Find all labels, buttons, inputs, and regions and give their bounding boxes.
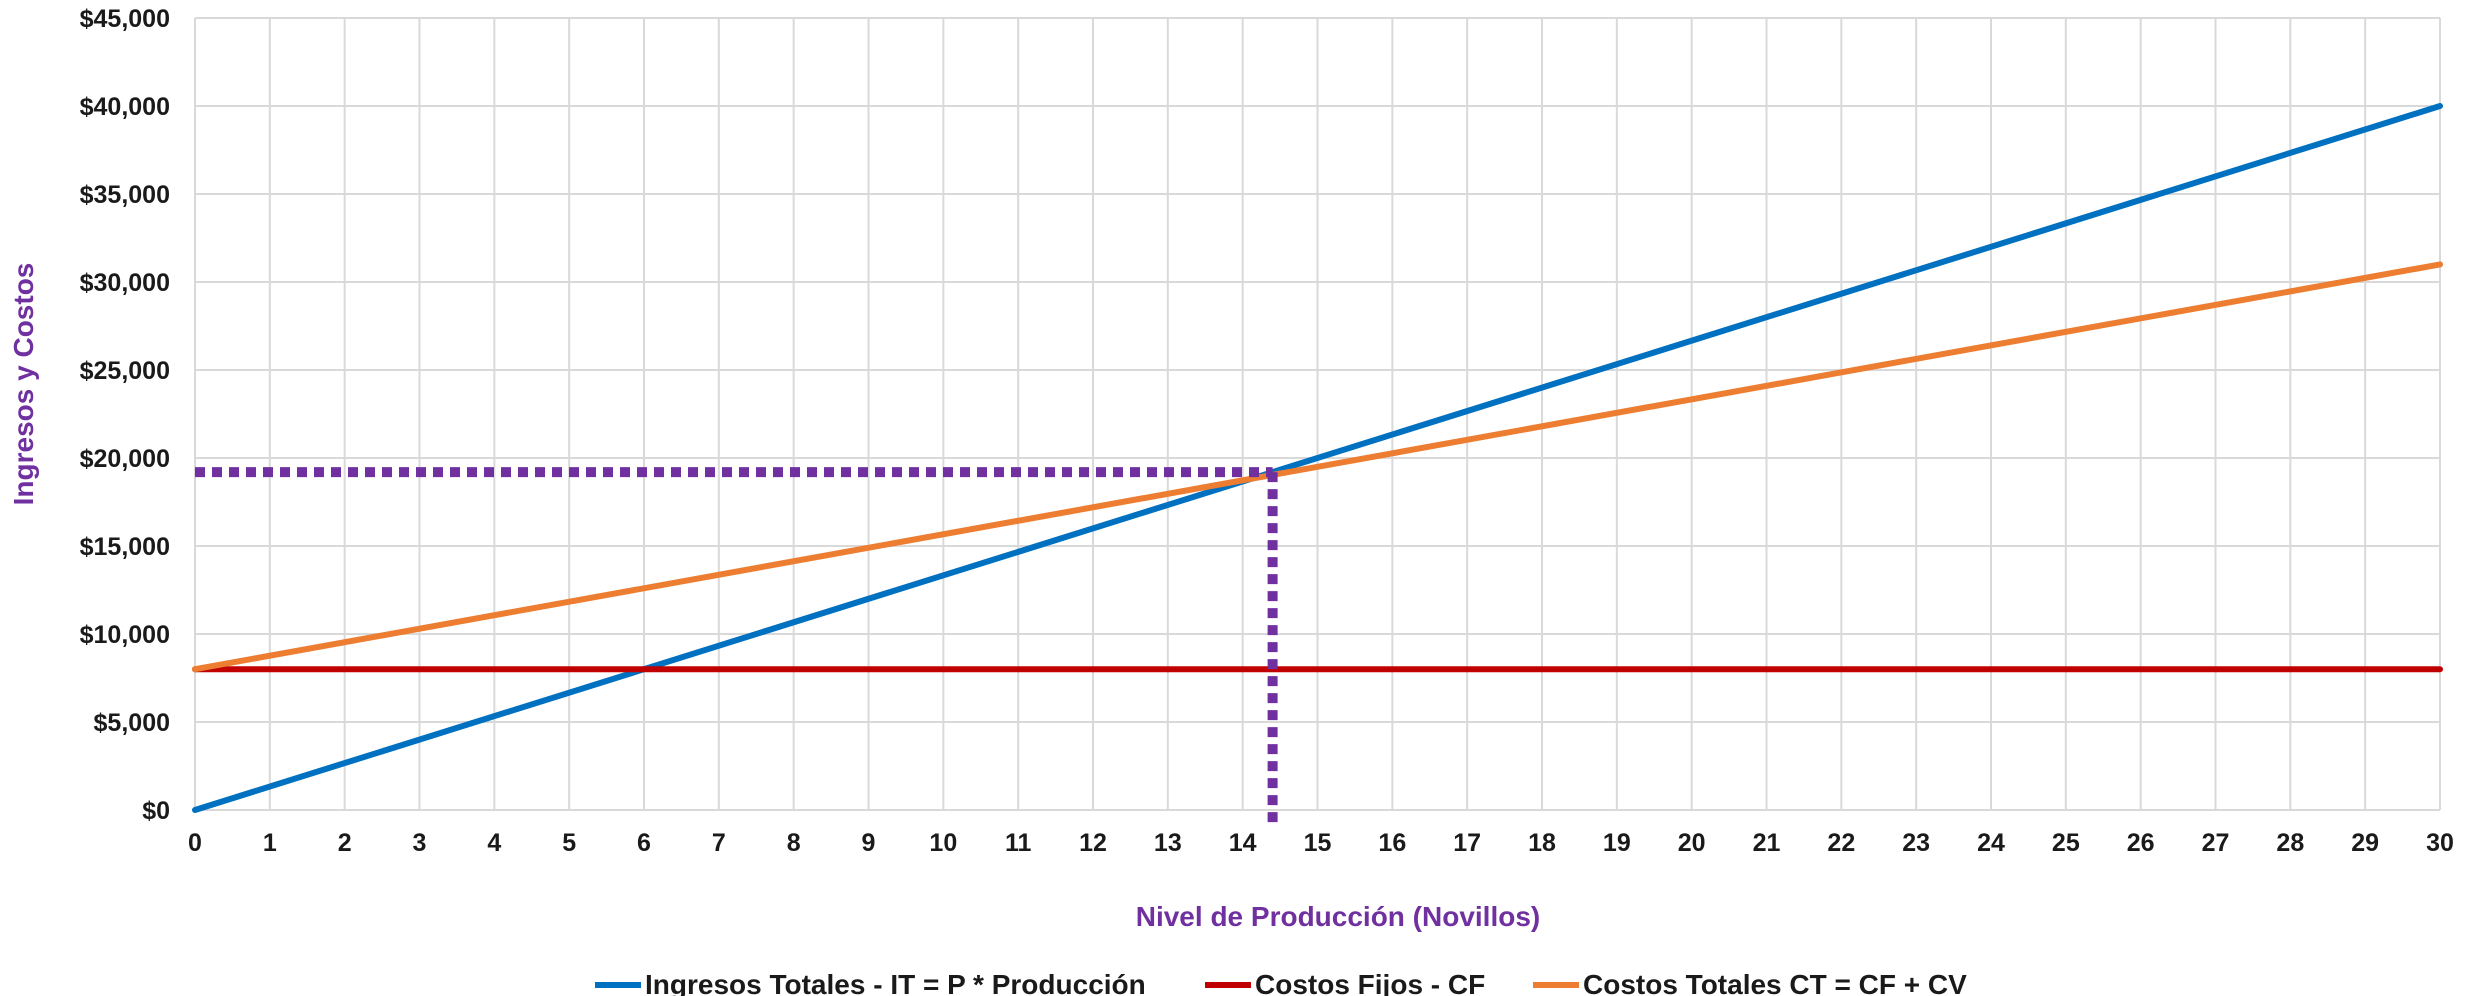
y-tick-label: $0	[142, 797, 170, 825]
x-tick-label: 26	[2127, 829, 2155, 857]
x-tick-label: 5	[562, 829, 576, 857]
x-tick-label: 27	[2202, 829, 2230, 857]
x-tick-label: 10	[929, 829, 957, 857]
x-tick-label: 21	[1753, 829, 1781, 857]
x-tick-label: 15	[1304, 829, 1332, 857]
series-line-1	[192, 103, 2443, 813]
x-tick-label: 7	[712, 829, 726, 857]
y-tick-label: $15,000	[80, 533, 170, 561]
x-tick-label: 12	[1079, 829, 1107, 857]
x-tick-label: 2	[338, 829, 352, 857]
x-tick-label: 20	[1678, 829, 1706, 857]
x-tick-label: 9	[862, 829, 876, 857]
break-even-guides	[195, 467, 1278, 825]
x-tick-label: 30	[2426, 829, 2454, 857]
y-tick-label: $20,000	[80, 445, 170, 473]
x-tick-label: 8	[787, 829, 801, 857]
y-tick-label: $35,000	[80, 181, 170, 209]
legend-label-1: Ingresos Totales - IT = P * Producción	[645, 969, 1146, 996]
x-tick-label: 29	[2351, 829, 2379, 857]
chart-legend: Ingresos Totales - IT = P * Producción Co…	[595, 969, 1967, 996]
x-tick-label: 24	[1977, 829, 2005, 857]
x-tick-label: 0	[188, 829, 202, 857]
x-tick-label: 25	[2052, 829, 2080, 857]
x-tick-label: 4	[487, 829, 501, 857]
legend-label-2: Costos Fijos - CF	[1255, 969, 1485, 996]
y-tick-label: $25,000	[80, 357, 170, 385]
x-tick-label: 1	[263, 829, 277, 857]
x-tick-label: 13	[1154, 829, 1182, 857]
x-tick-label: 16	[1378, 829, 1406, 857]
y-tick-label: $30,000	[80, 269, 170, 297]
y-tick-label: $5,000	[94, 709, 170, 737]
x-tick-label: 19	[1603, 829, 1631, 857]
x-axis-title: Nivel de Producción (Novillos)	[1136, 901, 1541, 932]
x-tick-label: 14	[1229, 829, 1257, 857]
series-line-3	[192, 261, 2443, 673]
x-tick-label: 22	[1827, 829, 1855, 857]
x-axis-ticks: 0 1 2 3 4 5 6 7 8 9 10 11 12 13 14 15 16 17 18 19 20 21 22 23 24…	[188, 829, 2454, 857]
y-axis-ticks: $0 $5,000 $10,000 $15,000 $20,000 $25,000 $30,…	[80, 5, 170, 825]
y-axis-title: Ingresos y Costos	[8, 263, 39, 506]
y-tick-label: $45,000	[80, 5, 170, 33]
y-tick-label: $40,000	[80, 93, 170, 121]
legend-label-3: Costos Totales CT = CF + CV	[1583, 969, 1967, 996]
x-tick-label: 6	[637, 829, 651, 857]
chart-series	[192, 103, 2443, 813]
x-tick-label: 3	[413, 829, 427, 857]
x-tick-label: 17	[1453, 829, 1481, 857]
x-tick-label: 28	[2276, 829, 2304, 857]
y-tick-label: $10,000	[80, 621, 170, 649]
x-tick-label: 23	[1902, 829, 1930, 857]
chart-grid	[194, 17, 2441, 811]
x-tick-label: 11	[1005, 829, 1032, 857]
x-tick-label: 18	[1528, 829, 1556, 857]
